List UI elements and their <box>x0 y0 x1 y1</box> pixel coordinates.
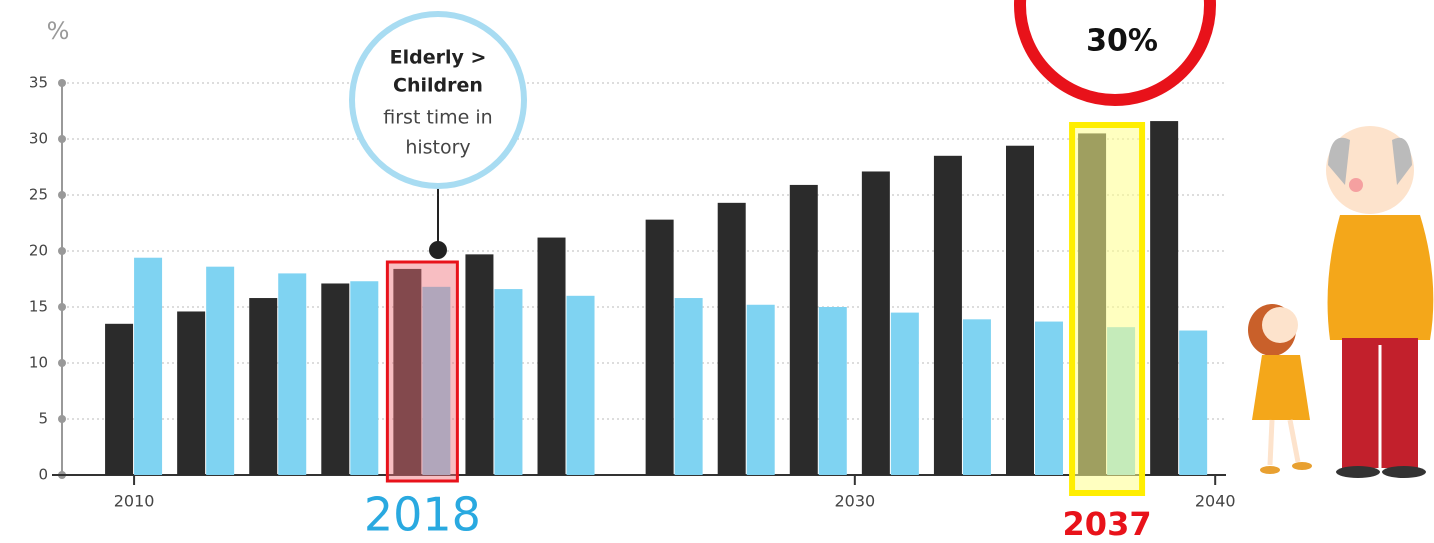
illustration-man <box>1326 126 1434 478</box>
y-axis-label: % <box>47 17 70 45</box>
y-tick-mark <box>58 79 66 87</box>
bar <box>1006 145 1035 475</box>
illustration-girl <box>1248 304 1312 474</box>
bar <box>717 202 746 475</box>
y-tick-label: 25 <box>29 186 48 204</box>
bar <box>206 266 235 475</box>
bar <box>494 289 523 475</box>
highlight-box <box>385 260 459 483</box>
y-tick-label: 5 <box>38 410 48 428</box>
bar <box>962 319 991 475</box>
bar <box>890 312 919 475</box>
y-tick-label: 20 <box>29 242 48 260</box>
y-tick-mark <box>58 415 66 423</box>
bar <box>1150 121 1179 475</box>
callout-bubble <box>349 11 527 189</box>
bar <box>674 298 703 475</box>
callout-text: first time in <box>383 107 492 129</box>
y-tick-label: 10 <box>29 354 48 372</box>
callout-text: Children <box>393 75 483 97</box>
bar <box>818 307 847 475</box>
y-tick-label: 15 <box>29 298 48 316</box>
badge-circle <box>1014 0 1216 106</box>
bar <box>566 295 595 475</box>
bar <box>537 237 566 475</box>
y-tick-mark <box>58 359 66 367</box>
callout-text: history <box>405 137 470 159</box>
bar <box>933 155 962 476</box>
callout-text: Elderly > <box>390 47 487 69</box>
x-tick-label: 2030 <box>834 492 875 511</box>
bar <box>746 304 775 475</box>
bar <box>1179 330 1208 475</box>
bar <box>861 171 890 476</box>
highlight-box <box>1069 122 1146 496</box>
bar <box>321 283 350 475</box>
bar <box>249 298 278 475</box>
x-tick-label: 2040 <box>1195 492 1236 511</box>
bar <box>393 268 422 475</box>
badge-text: 30% <box>1086 24 1158 59</box>
bar <box>105 323 134 475</box>
bar <box>134 257 163 475</box>
bar <box>177 311 206 475</box>
highlight-label: 2037 <box>1063 505 1152 543</box>
y-tick-label: 35 <box>29 74 48 92</box>
bar <box>1035 321 1064 475</box>
callout-dot <box>429 241 447 259</box>
bar <box>350 281 379 475</box>
bar <box>465 254 494 475</box>
y-tick-mark <box>58 135 66 143</box>
highlight-label: 2018 <box>364 488 481 542</box>
x-tick-label: 2010 <box>114 492 155 511</box>
bar <box>422 286 451 475</box>
bar <box>645 219 674 475</box>
bar <box>278 273 307 475</box>
y-tick-label: 30 <box>29 130 48 148</box>
y-tick-mark <box>58 247 66 255</box>
bar <box>789 184 818 476</box>
y-tick-mark <box>58 191 66 199</box>
y-tick-label: 0 <box>38 466 48 484</box>
plot: 0 5 10 15 20 25 30 35 2010 2030 2040 2018 2037 <box>29 74 1236 543</box>
y-tick-mark <box>58 303 66 311</box>
